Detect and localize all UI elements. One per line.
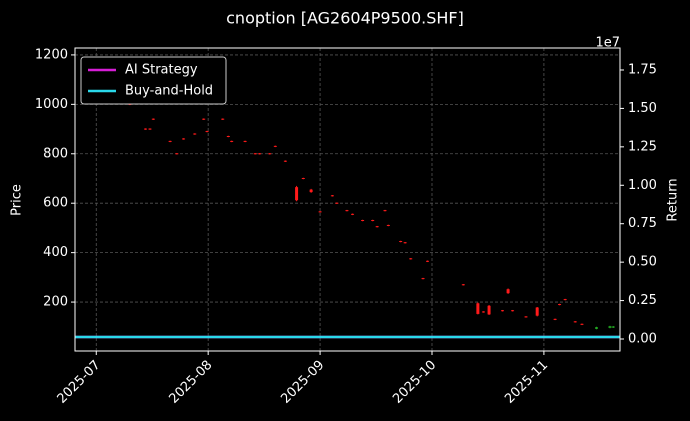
y2-tick-label: 1.75 <box>628 62 657 77</box>
candle-body <box>611 326 615 328</box>
candle-body <box>221 118 225 120</box>
candle-body <box>386 224 390 226</box>
y-axis-label: Price <box>10 184 25 216</box>
candle-body <box>226 135 230 137</box>
y2-tick-label: 0.00 <box>628 332 657 347</box>
candle-body <box>318 211 322 213</box>
candle-body <box>594 327 598 329</box>
candle-body <box>175 153 179 155</box>
candle-body <box>361 220 365 222</box>
y2-tick-label: 1.00 <box>628 178 657 193</box>
y-tick-label: 600 <box>43 196 68 211</box>
y-tick-label: 200 <box>43 295 68 310</box>
candle-body <box>573 321 577 323</box>
candle-body <box>383 210 387 212</box>
candle-body <box>168 140 172 142</box>
candle-body <box>426 260 430 262</box>
legend-box <box>80 56 227 105</box>
y2-tick-label: 1.50 <box>628 101 657 116</box>
candle-body <box>295 187 299 201</box>
candle-body <box>182 138 186 140</box>
candle-body <box>205 131 209 133</box>
candle-body <box>500 310 504 312</box>
candle-body <box>283 160 287 162</box>
candle-body <box>524 316 528 318</box>
candle-body <box>309 189 313 193</box>
y-tick-label: 1200 <box>35 47 68 62</box>
candle-body <box>151 118 155 120</box>
candle-body <box>535 307 539 316</box>
candle-body <box>403 242 407 244</box>
candle-body <box>335 202 339 204</box>
candle-body <box>421 278 425 280</box>
candle-body <box>253 153 257 155</box>
y2-axis-label: Return <box>666 178 681 221</box>
candle-body <box>563 299 567 301</box>
candle-body <box>243 140 247 142</box>
y2-tick-label: 0.75 <box>628 216 657 231</box>
candle-body <box>148 128 152 130</box>
candle-body <box>345 210 349 212</box>
candle-body <box>506 289 510 294</box>
candle-body <box>487 305 491 315</box>
candle-body <box>608 326 612 328</box>
candle-body <box>268 153 272 155</box>
candle-body <box>258 153 262 155</box>
candle-body <box>580 323 584 325</box>
y-tick-label: 1000 <box>35 97 68 112</box>
candle-body <box>558 304 562 306</box>
candle-body <box>273 145 277 147</box>
plot-frame <box>74 47 621 352</box>
candle-body <box>193 133 197 135</box>
legend-label: AI Strategy <box>125 63 198 78</box>
candle-body <box>399 241 403 243</box>
y2-tick-label: 0.50 <box>628 255 657 270</box>
candle-body <box>511 310 515 312</box>
y2-tick-label: 1.25 <box>628 139 657 154</box>
y2-tick-label: 0.25 <box>628 293 657 308</box>
candle-body <box>481 311 485 313</box>
candle-body <box>230 140 234 142</box>
candle-body <box>553 318 557 320</box>
candle-body <box>409 258 413 260</box>
candle-body <box>202 118 206 120</box>
chart-title: cnoption [AG2604P9500.SHF] <box>226 9 464 28</box>
candle-body <box>301 177 305 179</box>
y2-offset-label: 1e7 <box>595 36 620 51</box>
y-tick-label: 400 <box>43 245 68 260</box>
candle-body <box>144 128 148 130</box>
candle-body <box>476 303 480 314</box>
candle-body <box>351 213 355 215</box>
candle-body <box>330 195 334 197</box>
candle-body <box>461 284 465 286</box>
candle-body <box>375 226 379 228</box>
legend-label: Buy-and-Hold <box>125 84 213 99</box>
candle-body <box>371 220 375 222</box>
y-tick-label: 800 <box>43 146 68 161</box>
